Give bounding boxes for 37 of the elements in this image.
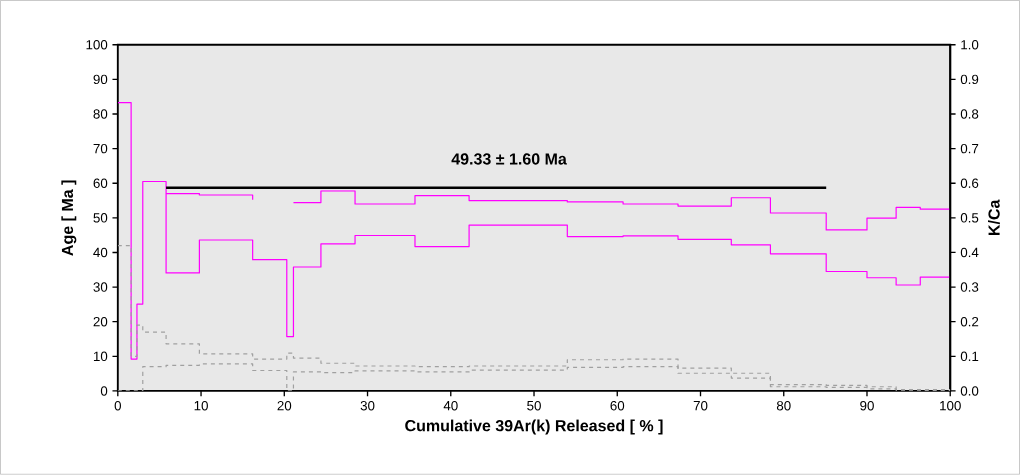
y2-tick-label: 0.9 [960, 74, 979, 85]
y-tick-label: 80 [93, 109, 108, 119]
y2-tick-label: 0.6 [960, 178, 979, 189]
y-tick-label: 20 [93, 317, 108, 327]
y2-axis-title: K/Ca [988, 199, 1000, 236]
x-tick-label: 40 [443, 401, 458, 411]
x-tick-label: 10 [194, 401, 208, 411]
x-tick-label: 70 [693, 401, 708, 411]
y2-tick-label: 0.5 [960, 213, 979, 223]
y-tick-label: 10 [93, 351, 108, 362]
y-tick-label: 0 [100, 386, 108, 396]
y2-tick-label: 0.4 [960, 247, 979, 258]
y-tick-label: 60 [93, 178, 108, 189]
y2-tick-label: 1.0 [961, 40, 979, 50]
annotation: 49.33 ± 1.60 Ma [451, 153, 567, 165]
y-tick-label: 70 [93, 144, 108, 154]
x-tick-label: 30 [360, 401, 375, 411]
x-tick-label: 100 [940, 401, 961, 411]
x-tick-label: 80 [776, 401, 791, 411]
y2-tick-label: 0.2 [960, 317, 979, 327]
y2-tick-label: 0.0 [960, 386, 979, 396]
y-tick-label: 90 [93, 74, 108, 85]
y2-tick-label: 0.3 [960, 282, 979, 292]
y2-tick-label: 0.1 [960, 351, 979, 362]
x-tick-label: 20 [277, 401, 292, 411]
y-axis-title: Age [ Ma ] [61, 180, 77, 256]
y2-tick-label: 0.7 [960, 144, 979, 154]
x-axis-title: Cumulative 39Ar(k) Released [ % ] [405, 419, 663, 435]
y-tick-label: 40 [93, 247, 108, 258]
y-tick-label: 50 [93, 213, 108, 223]
y-tick-label: 100 [86, 40, 108, 50]
y-tick-label: 30 [93, 282, 108, 292]
x-tick-label: 0 [114, 401, 121, 411]
x-tick-label: 50 [527, 401, 541, 411]
x-tick-label: 90 [860, 401, 874, 411]
y2-tick-label: 0.8 [960, 109, 979, 119]
x-tick-label: 60 [610, 401, 625, 411]
